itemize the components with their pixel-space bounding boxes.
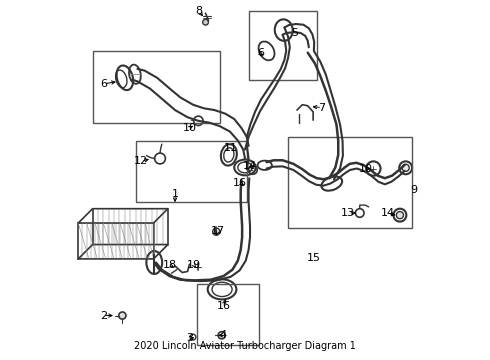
- Text: 7: 7: [318, 103, 326, 113]
- Text: 4: 4: [220, 330, 227, 340]
- Text: 17: 17: [211, 226, 225, 236]
- Text: 2: 2: [100, 311, 107, 320]
- Circle shape: [402, 164, 409, 171]
- Text: 1: 1: [172, 189, 178, 199]
- Circle shape: [203, 19, 208, 25]
- Circle shape: [218, 332, 225, 339]
- Text: 13: 13: [341, 208, 355, 218]
- Text: 12: 12: [134, 156, 148, 166]
- Bar: [248, 12, 317, 80]
- Text: 15: 15: [307, 253, 321, 263]
- Text: 6: 6: [257, 48, 264, 58]
- Bar: [93, 51, 220, 123]
- Text: 6: 6: [100, 79, 107, 89]
- Text: 10: 10: [182, 123, 196, 133]
- Text: 18: 18: [163, 260, 177, 270]
- Circle shape: [119, 312, 126, 319]
- Text: 14: 14: [381, 208, 395, 219]
- Text: 16: 16: [233, 177, 246, 188]
- Bar: [288, 137, 412, 228]
- Text: 16: 16: [217, 301, 230, 311]
- Text: 5: 5: [291, 28, 298, 38]
- Text: 14: 14: [244, 161, 257, 171]
- Text: 10: 10: [359, 163, 373, 174]
- Text: 2020 Lincoln Aviator Turbocharger Diagram 1: 2020 Lincoln Aviator Turbocharger Diagra…: [134, 341, 356, 351]
- Circle shape: [213, 228, 220, 235]
- Text: 9: 9: [411, 185, 418, 195]
- Text: 19: 19: [187, 260, 201, 270]
- Bar: [136, 140, 247, 202]
- Bar: [196, 284, 259, 345]
- Circle shape: [396, 212, 403, 219]
- Text: 3: 3: [186, 333, 193, 343]
- Text: 11: 11: [223, 143, 238, 153]
- Text: 8: 8: [196, 6, 203, 17]
